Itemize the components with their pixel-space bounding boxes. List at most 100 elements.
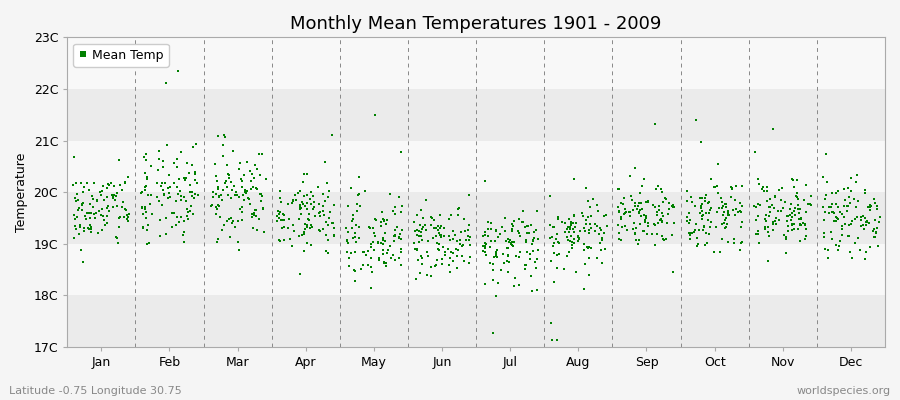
Point — [582, 229, 597, 236]
Point — [94, 188, 109, 194]
Point — [166, 180, 181, 186]
Point — [843, 249, 858, 256]
Point — [436, 244, 450, 250]
Point — [481, 218, 495, 225]
Point — [393, 148, 408, 155]
Point — [550, 265, 564, 271]
Point — [394, 227, 409, 233]
Point — [524, 222, 538, 228]
Point — [303, 196, 318, 203]
Point — [648, 242, 662, 248]
Point — [139, 209, 153, 216]
Point — [232, 166, 247, 172]
Point — [448, 246, 463, 252]
Point — [869, 203, 884, 210]
Point — [695, 208, 709, 214]
Point — [654, 219, 669, 225]
Point — [222, 234, 237, 240]
Point — [708, 224, 723, 230]
Point — [276, 210, 291, 217]
Point — [99, 205, 113, 212]
Point — [74, 247, 88, 253]
Point — [555, 219, 570, 226]
Point — [543, 235, 557, 241]
Point — [281, 201, 295, 207]
Point — [689, 220, 704, 227]
Point — [246, 225, 260, 232]
Text: worldspecies.org: worldspecies.org — [796, 386, 891, 396]
Point — [515, 219, 529, 226]
Point — [868, 230, 883, 236]
Point — [296, 201, 310, 207]
Point — [92, 207, 106, 214]
Point — [210, 239, 224, 246]
Point — [751, 228, 765, 234]
Point — [516, 219, 530, 225]
Point — [377, 238, 392, 245]
Point — [316, 226, 330, 232]
Point — [617, 205, 632, 212]
Point — [842, 222, 856, 228]
Point — [140, 241, 154, 247]
Point — [409, 276, 423, 282]
Point — [716, 203, 730, 210]
Point — [367, 112, 382, 118]
Point — [455, 242, 470, 248]
Point — [569, 220, 583, 226]
Point — [694, 139, 708, 145]
Point — [392, 233, 406, 240]
Point — [780, 223, 795, 229]
Point — [713, 249, 727, 255]
Point — [104, 192, 119, 198]
Point — [90, 198, 104, 204]
Point — [272, 211, 286, 218]
Point — [819, 151, 833, 158]
Point — [248, 213, 263, 219]
Point — [797, 196, 812, 203]
Point — [616, 195, 631, 202]
Point — [525, 288, 539, 294]
Point — [761, 229, 776, 235]
Point — [254, 198, 268, 204]
Point — [611, 222, 625, 228]
Point — [760, 188, 774, 194]
Point — [311, 210, 326, 216]
Point — [853, 247, 868, 254]
Point — [301, 216, 315, 222]
Point — [528, 259, 543, 265]
Point — [821, 247, 835, 254]
Point — [775, 184, 789, 191]
Point — [291, 190, 305, 196]
Point — [524, 273, 538, 279]
Point — [844, 218, 859, 224]
Point — [518, 224, 532, 230]
Point — [690, 235, 705, 241]
Point — [832, 243, 846, 249]
Text: Latitude -0.75 Longitude 30.75: Latitude -0.75 Longitude 30.75 — [9, 386, 182, 396]
Point — [512, 254, 526, 260]
Point — [769, 220, 783, 227]
Point — [293, 206, 308, 212]
Point — [361, 262, 375, 269]
Point — [216, 142, 230, 149]
Point — [481, 226, 495, 232]
Point — [106, 195, 121, 201]
Point — [544, 258, 558, 264]
Point — [696, 215, 710, 222]
Point — [842, 233, 857, 240]
Point — [823, 210, 837, 216]
Point — [176, 175, 191, 182]
Point — [829, 242, 843, 248]
Point — [693, 195, 707, 202]
Point — [135, 204, 149, 210]
Point — [735, 182, 750, 189]
Point — [666, 204, 680, 210]
Point — [431, 227, 446, 234]
Point — [574, 210, 589, 216]
Point — [388, 204, 402, 210]
Point — [364, 254, 378, 261]
Point — [791, 216, 806, 222]
Point — [300, 240, 314, 246]
Point — [617, 210, 632, 216]
Point — [161, 195, 176, 202]
